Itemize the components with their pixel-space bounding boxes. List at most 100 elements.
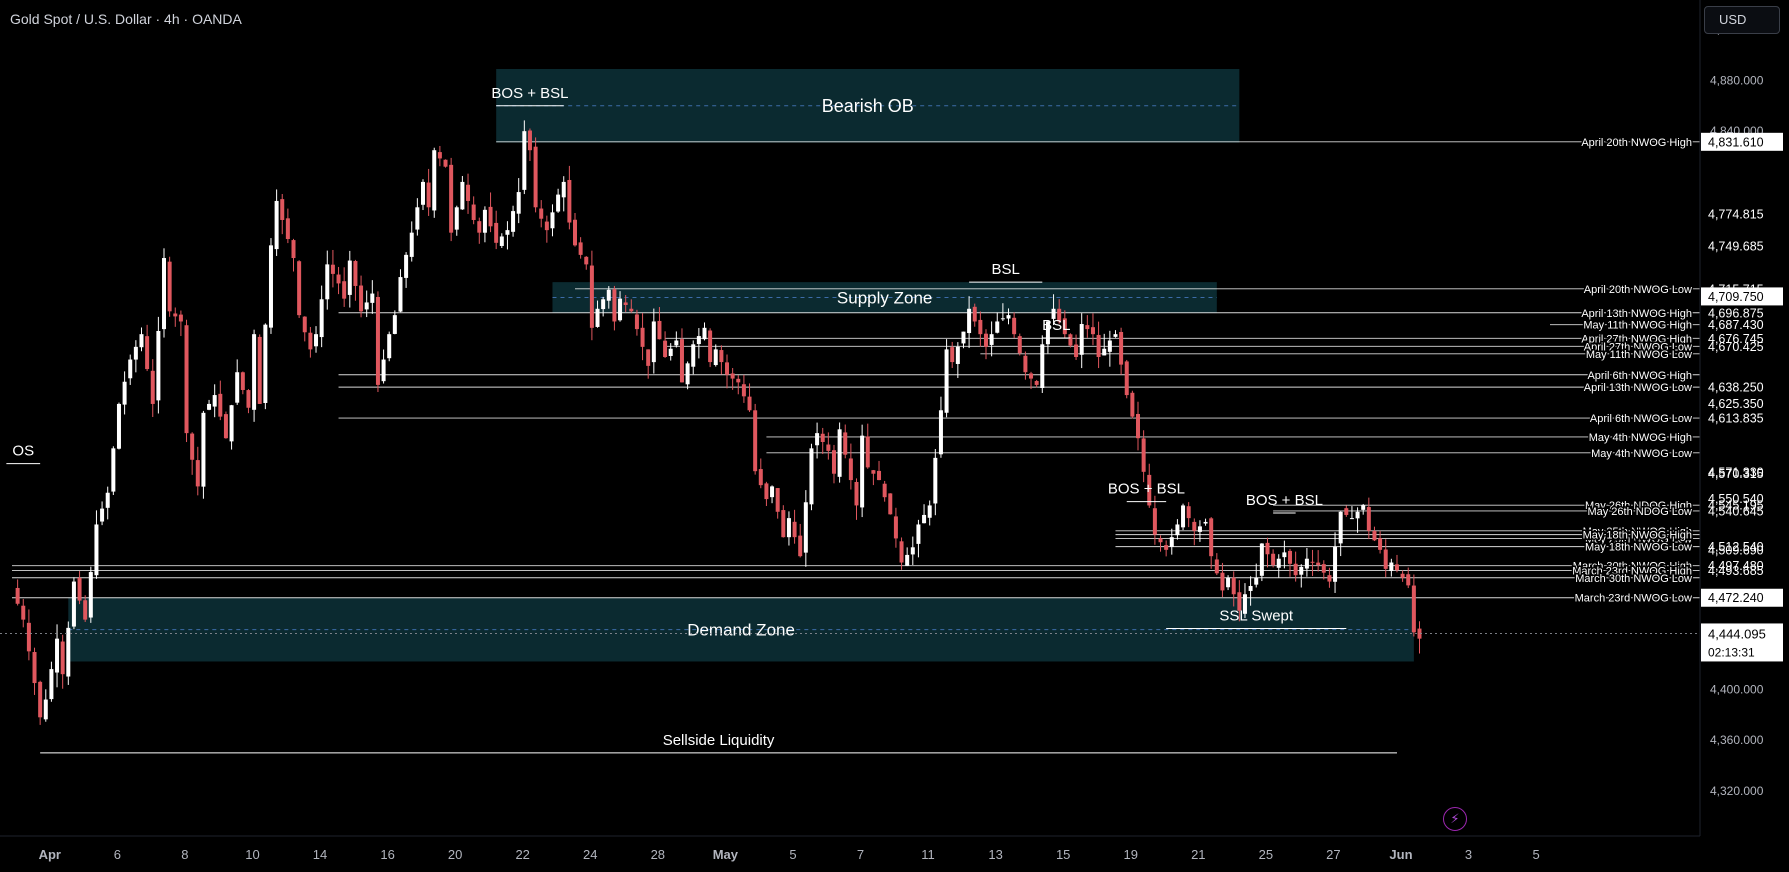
candle-body bbox=[263, 324, 268, 403]
candle-body bbox=[1136, 414, 1140, 439]
candle-body bbox=[1192, 521, 1197, 531]
candle-body bbox=[826, 444, 831, 451]
candle-body bbox=[888, 493, 893, 515]
level-value: 4,638.250 bbox=[1708, 381, 1764, 395]
candle-body bbox=[207, 403, 212, 410]
candle-body bbox=[601, 299, 606, 310]
candle-body bbox=[983, 333, 988, 347]
candles bbox=[15, 120, 1422, 725]
candle-body bbox=[274, 200, 279, 250]
level-label: April 6th NWOG Low bbox=[1590, 413, 1692, 425]
candle-body bbox=[606, 289, 611, 301]
candle-body bbox=[1349, 518, 1354, 520]
candle-body bbox=[494, 222, 499, 243]
lightning-replay-icon[interactable]: ⚡ bbox=[1443, 807, 1467, 831]
candle-body bbox=[1327, 575, 1332, 582]
candle-body bbox=[460, 181, 465, 210]
candle-body bbox=[398, 277, 403, 312]
candle-body bbox=[1406, 574, 1411, 586]
candle-body bbox=[1147, 474, 1152, 506]
level-value: 4,512.540 bbox=[1708, 540, 1764, 554]
candle-body bbox=[1102, 348, 1107, 356]
level-label: May 4th NWOG Low bbox=[1591, 448, 1692, 460]
candle-body bbox=[1282, 552, 1287, 558]
candle-body bbox=[314, 334, 319, 347]
candle-body bbox=[741, 384, 746, 397]
candle-body bbox=[437, 152, 442, 159]
candle-body bbox=[1333, 546, 1338, 582]
candle-body bbox=[195, 460, 200, 487]
y-tick-label: 4,320.000 bbox=[1710, 784, 1764, 798]
candle-body bbox=[443, 159, 448, 167]
candle-body bbox=[285, 218, 290, 240]
x-tick-label: 10 bbox=[245, 847, 259, 862]
candle-body bbox=[1006, 315, 1011, 319]
candle-body bbox=[589, 265, 594, 328]
candle-body bbox=[364, 302, 369, 310]
y-tick-label: 4,880.000 bbox=[1710, 73, 1764, 87]
x-tick-label: 21 bbox=[1191, 847, 1205, 862]
candle-body bbox=[668, 348, 673, 357]
candle-body bbox=[995, 321, 1000, 333]
price-badge-label: 4,472.240 bbox=[1708, 591, 1764, 605]
candle-body bbox=[1203, 521, 1208, 524]
candle-body bbox=[1045, 321, 1050, 345]
candle-body bbox=[556, 194, 561, 212]
candle-body bbox=[618, 298, 623, 321]
x-tick-label: Jun bbox=[1389, 847, 1412, 862]
x-tick-label: 6 bbox=[114, 847, 121, 862]
candle-body bbox=[432, 150, 437, 211]
candle-body bbox=[229, 405, 234, 442]
candle-body bbox=[522, 131, 527, 190]
candle-body bbox=[505, 230, 510, 235]
annotation-label: BSL bbox=[1042, 317, 1070, 334]
candle-body bbox=[1074, 344, 1079, 357]
candle-body bbox=[511, 211, 516, 232]
level-label: May 18th NWOG Low bbox=[1585, 542, 1692, 554]
candle-body bbox=[83, 600, 88, 620]
candle-body bbox=[747, 396, 752, 411]
candle-body bbox=[691, 344, 696, 367]
candle-body bbox=[573, 219, 577, 246]
candle-body bbox=[1062, 318, 1067, 335]
candle-body bbox=[291, 240, 296, 259]
candle-body bbox=[1276, 558, 1281, 568]
candle-body bbox=[1034, 381, 1039, 385]
candle-body bbox=[1316, 562, 1321, 566]
candle-body bbox=[893, 516, 898, 539]
candle-body bbox=[657, 320, 662, 340]
price-badge-label: 4,709.750 bbox=[1708, 290, 1764, 304]
candle-body bbox=[88, 572, 93, 618]
candle-body bbox=[167, 261, 172, 312]
candle-body bbox=[1051, 308, 1056, 319]
level-value: 4,545.195 bbox=[1708, 499, 1764, 513]
candle-body bbox=[882, 483, 887, 498]
candle-body bbox=[1355, 511, 1360, 519]
level-label: May 26th NDOG Low bbox=[1587, 506, 1692, 518]
level-label: March 30th NWOG Low bbox=[1575, 573, 1692, 585]
level-value: 4,696.875 bbox=[1708, 306, 1764, 320]
candle-body bbox=[550, 212, 555, 229]
candle-body bbox=[1394, 564, 1399, 571]
level-value: 4,497.480 bbox=[1708, 559, 1764, 573]
level-label: March 23rd NWOG Low bbox=[1575, 593, 1692, 605]
level-value: 4,509.690 bbox=[1708, 544, 1764, 558]
candle-body bbox=[302, 316, 307, 333]
x-tick-label: 3 bbox=[1465, 847, 1472, 862]
candle-body bbox=[1299, 566, 1304, 575]
candle-body bbox=[910, 547, 915, 555]
candle-body bbox=[420, 181, 425, 205]
level-label: April 27th NWOG High bbox=[1581, 333, 1692, 345]
candle-body bbox=[877, 470, 882, 481]
candle-body bbox=[449, 164, 454, 233]
candle-body bbox=[1417, 628, 1422, 639]
candle-body bbox=[212, 395, 217, 407]
candle-body bbox=[1220, 572, 1225, 591]
annotation-label: BSL bbox=[992, 261, 1020, 278]
candle-body bbox=[595, 308, 600, 327]
price-badge-label: 4,831.610 bbox=[1708, 135, 1764, 149]
candle-body bbox=[145, 336, 150, 370]
candle-body bbox=[1400, 573, 1405, 578]
currency-button[interactable]: USD bbox=[1704, 6, 1780, 34]
